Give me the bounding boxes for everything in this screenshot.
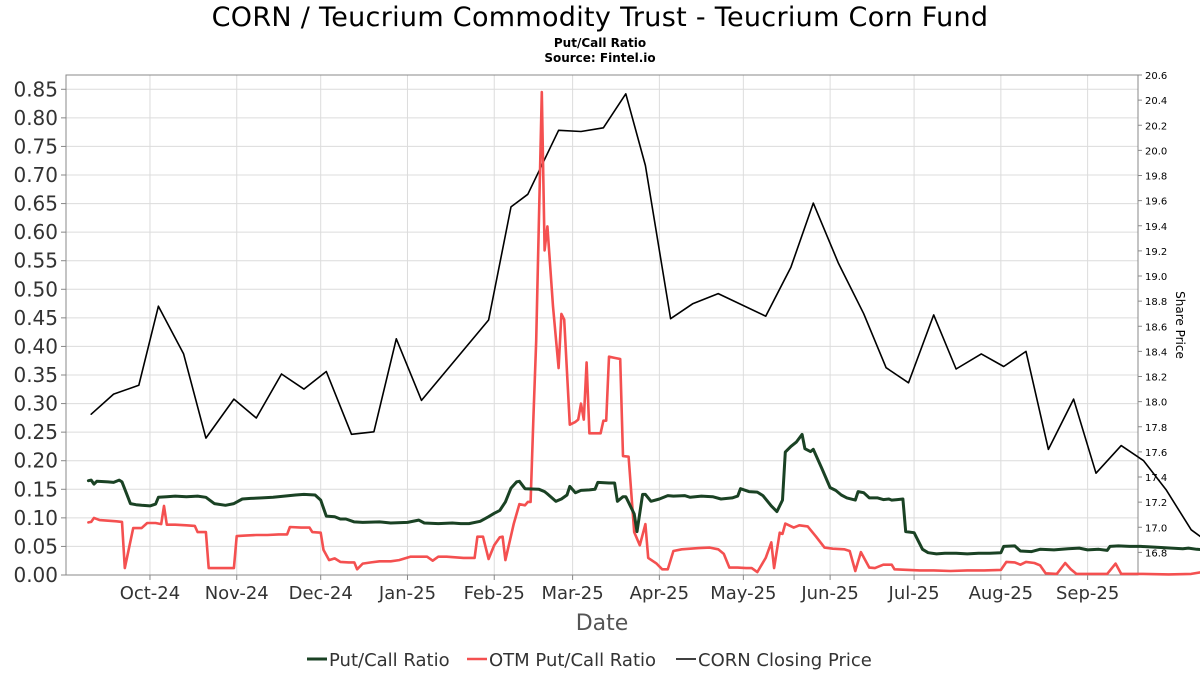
- left-axis-ticks: 0.00 0.05 0.10 0.15 0.20 0.25 0.30 0.35 0.40 0.45…: [13, 77, 66, 587]
- x-axis-ticks: Oct-24 Nov-24 Dec-24 Jan-25 Feb-25 Mar-25 Apr-…: [120, 575, 1119, 604]
- plot-frame: [65, 74, 1139, 576]
- x-tick-label: Oct-24: [120, 583, 181, 604]
- left-tick-label: 0.40: [13, 334, 58, 358]
- left-tick-label: 0.45: [13, 306, 58, 330]
- right-tick-label: 20.4: [1145, 96, 1167, 107]
- x-tick-label: Nov-24: [205, 583, 269, 604]
- x-tick-label: Aug-25: [969, 583, 1034, 604]
- right-tick-label: 18.0: [1145, 398, 1167, 409]
- left-tick-label: 0.60: [13, 220, 58, 244]
- left-tick-label: 0.70: [13, 163, 58, 187]
- x-tick-label: Dec-24: [289, 583, 353, 604]
- right-tick-label: 19.0: [1145, 272, 1167, 283]
- x-tick-label: Jan-25: [378, 583, 436, 604]
- x-tick-label: Jun-25: [800, 583, 859, 604]
- right-tick-label: 18.6: [1145, 322, 1167, 333]
- right-tick-label: 18.2: [1145, 373, 1167, 384]
- x-tick-label: Mar-25: [542, 583, 604, 604]
- chart-source: Source: Fintel.io: [544, 51, 656, 65]
- x-tick-label: Sep-25: [1056, 583, 1119, 604]
- right-tick-label: 17.8: [1145, 423, 1167, 434]
- left-tick-label: 0.05: [13, 534, 58, 558]
- x-tick-label: Feb-25: [464, 583, 525, 604]
- right-axis-ticks: 16.8 17.0 17.2 17.4 17.6 17.8 18.0 18.2 18.4 18.6…: [1138, 71, 1167, 559]
- right-tick-label: 17.6: [1145, 448, 1167, 459]
- x-axis-label: Date: [576, 611, 629, 636]
- grid-lines: [66, 75, 1138, 576]
- legend-corn-closing-price-label: CORN Closing Price: [698, 650, 872, 671]
- right-tick-label: 19.2: [1145, 247, 1167, 258]
- left-tick-label: 0.25: [13, 420, 58, 444]
- right-axis-label: Share Price: [1173, 291, 1187, 359]
- right-tick-label: 20.6: [1145, 71, 1167, 82]
- right-tick-label: 19.8: [1145, 172, 1167, 183]
- corn-closing-price-line: [90, 93, 1200, 538]
- legend-otm-put-call-ratio-label: OTM Put/Call Ratio: [489, 650, 656, 671]
- legend-put-call-ratio-label: Put/Call Ratio: [329, 650, 450, 671]
- left-tick-label: 0.55: [13, 249, 58, 273]
- x-tick-label: Jul-25: [888, 583, 940, 604]
- right-tick-label: 19.6: [1145, 197, 1167, 208]
- left-tick-label: 0.75: [13, 134, 58, 158]
- right-tick-label: 16.8: [1145, 548, 1167, 559]
- chart-subtitle: Put/Call Ratio: [553, 36, 647, 50]
- put-call-ratio-line: [86, 432, 1200, 556]
- right-tick-label: 20.2: [1145, 121, 1167, 132]
- left-tick-label: 0.15: [13, 477, 58, 501]
- left-tick-label: 0.65: [13, 192, 58, 216]
- left-tick-label: 0.00: [13, 563, 58, 587]
- otm-put-call-ratio-line: [87, 90, 1200, 576]
- left-tick-label: 0.35: [13, 363, 58, 387]
- right-tick-label: 20.0: [1145, 146, 1167, 157]
- left-tick-label: 0.10: [13, 506, 58, 530]
- right-tick-label: 19.4: [1145, 222, 1167, 233]
- left-tick-label: 0.85: [13, 77, 58, 101]
- chart-title: CORN / Teucrium Commodity Trust - Teucri…: [211, 2, 989, 33]
- left-tick-label: 0.80: [13, 106, 58, 130]
- x-tick-label: Apr-25: [630, 583, 689, 604]
- right-tick-label: 17.0: [1145, 523, 1167, 534]
- legend: Put/Call Ratio OTM Put/Call Ratio CORN Clo…: [307, 650, 872, 671]
- left-tick-label: 0.20: [13, 449, 58, 473]
- series-lines: [86, 90, 1200, 576]
- left-tick-label: 0.30: [13, 392, 58, 416]
- right-tick-label: 18.8: [1145, 297, 1167, 308]
- x-tick-label: May-25: [710, 583, 776, 604]
- right-tick-label: 18.4: [1145, 347, 1167, 358]
- right-tick-label: 17.4: [1145, 473, 1167, 484]
- left-tick-label: 0.50: [13, 277, 58, 301]
- right-tick-label: 17.2: [1145, 498, 1167, 509]
